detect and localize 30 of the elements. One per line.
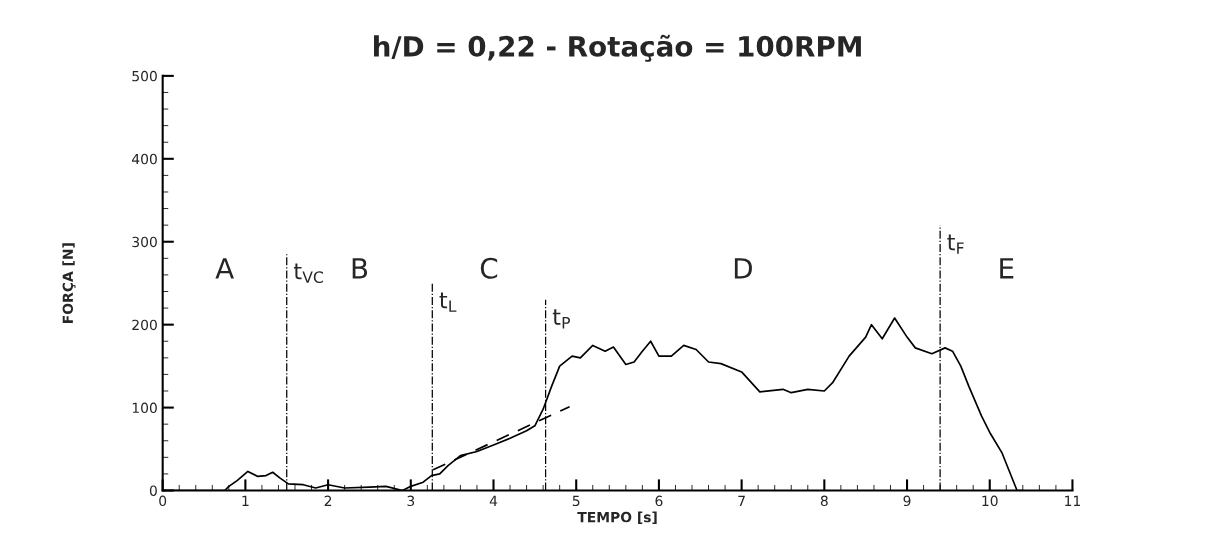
y-tick-label: 300 <box>132 236 157 248</box>
x-tick-label: 9 <box>903 495 911 507</box>
x-tick-label: 8 <box>820 495 828 507</box>
ref-line-label: t$_{VC}$ <box>293 263 323 284</box>
annotation: B <box>352 258 368 279</box>
x-tick-label: 7 <box>738 495 745 506</box>
y-tick-label: 100 <box>132 402 157 414</box>
y-tick-label: 400 <box>131 153 157 165</box>
x-tick-label: 10 <box>982 495 998 507</box>
x-tick-label: 1 <box>242 495 249 506</box>
x-tick-label: 6 <box>655 495 663 507</box>
x-axis-title: TEMPO [s] <box>577 511 657 524</box>
y-axis-title: FORÇA [N] <box>62 243 76 323</box>
y-tick-label: 200 <box>132 319 157 331</box>
ref-line-label: t$_{F}$ <box>947 234 964 254</box>
x-tick-label: 11 <box>1065 495 1080 506</box>
x-tick-label: 3 <box>407 495 415 507</box>
x-tick-label: 0 <box>159 495 167 507</box>
annotation: E <box>1000 258 1014 279</box>
chart-title: h/D = 0,22 - Rotação = 100RPM <box>374 34 861 62</box>
y-tick-label: 0 <box>149 485 157 496</box>
ref-line-label: t$_{P}$ <box>552 309 570 329</box>
ref-line-label: t$_{L}$ <box>439 292 457 312</box>
x-tick-label: 5 <box>572 495 580 507</box>
annotation: A <box>215 258 234 279</box>
x-tick-label: 2 <box>324 495 332 506</box>
y-tick-label: 500 <box>132 70 157 82</box>
x-tick-label: 4 <box>489 495 498 506</box>
annotation: D <box>734 258 752 279</box>
annotation: C <box>480 257 498 279</box>
